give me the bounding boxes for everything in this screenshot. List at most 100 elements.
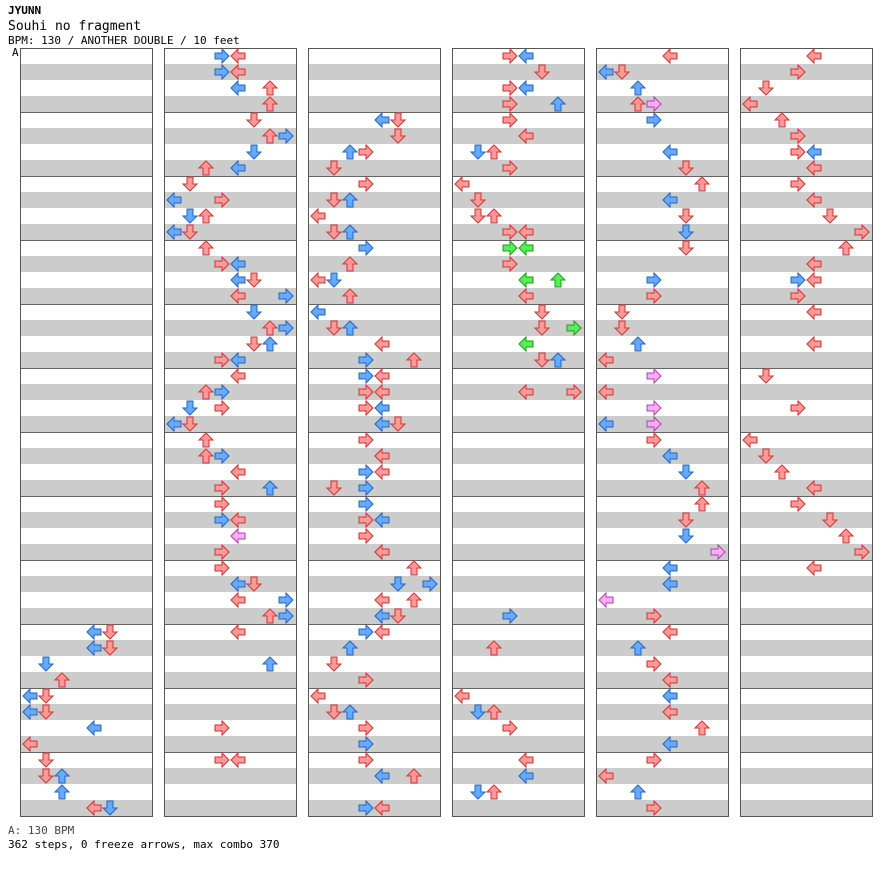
beat-stripe <box>308 544 440 560</box>
chart-column-2 <box>164 48 297 817</box>
note-arrow-down-icon <box>325 656 343 672</box>
beat-stripe <box>20 288 152 304</box>
beat-stripe <box>20 800 152 816</box>
note-arrow-down-icon <box>37 704 55 720</box>
beat-stripe <box>740 736 872 752</box>
beat-stripe <box>452 448 584 464</box>
beat-stripe <box>164 608 296 624</box>
note-arrow-left-icon <box>518 335 534 353</box>
beat-stripe <box>452 192 584 208</box>
note-arrow-right-icon <box>790 127 806 145</box>
note-arrow-right-icon <box>358 751 374 769</box>
note-arrow-down-icon <box>245 144 263 160</box>
note-arrow-up-icon <box>629 96 647 112</box>
note-arrow-left-icon <box>86 799 102 817</box>
note-arrow-left-icon <box>806 255 822 273</box>
note-arrow-up-icon <box>261 480 279 496</box>
note-arrow-left-icon <box>374 383 390 401</box>
note-arrow-down-icon <box>389 128 407 144</box>
beat-stripe <box>20 736 152 752</box>
note-arrow-down-icon <box>101 800 119 816</box>
beat-stripe <box>596 224 728 240</box>
beat-stripe <box>164 288 296 304</box>
note-arrow-left-icon <box>806 559 822 577</box>
note-arrow-up-icon <box>197 160 215 176</box>
beat-stripe <box>452 512 584 528</box>
note-arrow-right-icon <box>502 95 518 113</box>
note-arrow-right-icon <box>646 111 662 129</box>
note-arrow-left-icon <box>454 175 470 193</box>
step-stats: 362 steps, 0 freeze arrows, max combo 37… <box>8 838 280 851</box>
note-arrow-left-icon <box>742 431 758 449</box>
note-arrow-left-icon <box>230 47 246 65</box>
note-arrow-up-icon <box>261 608 279 624</box>
note-arrow-left-icon <box>518 383 534 401</box>
note-arrow-down-icon <box>533 304 551 320</box>
note-arrow-down-icon <box>469 192 487 208</box>
note-arrow-left-icon <box>374 335 390 353</box>
note-arrow-right-icon <box>278 607 294 625</box>
beat-stripe <box>452 160 584 176</box>
beat-stripe <box>308 480 440 496</box>
beat-stripe <box>740 416 872 432</box>
beat-stripe <box>596 64 728 80</box>
beat-stripe <box>452 256 584 272</box>
beat-stripe <box>308 608 440 624</box>
beat-stripe <box>20 480 152 496</box>
note-arrow-up-icon <box>261 656 279 672</box>
note-arrow-up-icon <box>549 272 567 288</box>
note-arrow-down-icon <box>37 656 55 672</box>
note-arrow-right-icon <box>566 319 582 337</box>
note-arrow-down-icon <box>533 64 551 80</box>
note-arrow-right-icon <box>358 383 374 401</box>
note-arrow-down-icon <box>101 640 119 656</box>
note-arrow-right-icon <box>358 399 374 417</box>
note-arrow-up-icon <box>341 192 359 208</box>
beat-stripe <box>20 576 152 592</box>
note-arrow-left-icon <box>374 511 390 529</box>
song-title: Souhi no fragment <box>8 19 142 34</box>
note-arrow-right-icon <box>790 63 806 81</box>
note-arrow-left-icon <box>230 575 246 593</box>
note-arrow-up-icon <box>197 448 215 464</box>
note-arrow-left-icon <box>374 623 390 641</box>
chart-column-4 <box>452 48 585 817</box>
note-arrow-right-icon <box>502 223 518 241</box>
note-arrow-right-icon <box>278 287 294 305</box>
note-arrow-right-icon <box>646 367 662 385</box>
note-arrow-right-icon <box>790 495 806 513</box>
beat-stripe <box>20 64 152 80</box>
note-arrow-right-icon <box>358 623 374 641</box>
beat-stripe <box>308 320 440 336</box>
note-arrow-up-icon <box>773 464 791 480</box>
note-arrow-left-icon <box>742 95 758 113</box>
note-arrow-left-icon <box>374 415 390 433</box>
note-arrow-up-icon <box>485 784 503 800</box>
note-arrow-down-icon <box>677 160 695 176</box>
beat-stripe <box>452 416 584 432</box>
note-arrow-down-icon <box>389 112 407 128</box>
note-arrow-left-icon <box>230 63 246 81</box>
beat-stripe <box>308 352 440 368</box>
note-arrow-left-icon <box>518 767 534 785</box>
beat-stripe <box>596 416 728 432</box>
beat-stripe <box>164 736 296 752</box>
note-arrow-left-icon <box>166 191 182 209</box>
note-arrow-right-icon <box>566 383 582 401</box>
note-arrow-right-icon <box>214 47 230 65</box>
beat-stripe <box>452 64 584 80</box>
column-frame <box>164 48 297 817</box>
note-arrow-down-icon <box>325 480 343 496</box>
note-arrow-down-icon <box>469 144 487 160</box>
note-arrow-right-icon <box>646 655 662 673</box>
note-arrow-right-icon <box>502 607 518 625</box>
note-arrow-right-icon <box>358 479 374 497</box>
chart-meta: BPM: 130 / ANOTHER DOUBLE / 10 feet <box>8 34 240 47</box>
beat-stripe <box>20 416 152 432</box>
beat-stripe <box>740 480 872 496</box>
beat-stripe <box>452 800 584 816</box>
note-arrow-up-icon <box>693 480 711 496</box>
beat-stripe <box>740 256 872 272</box>
beat-stripe <box>20 640 152 656</box>
